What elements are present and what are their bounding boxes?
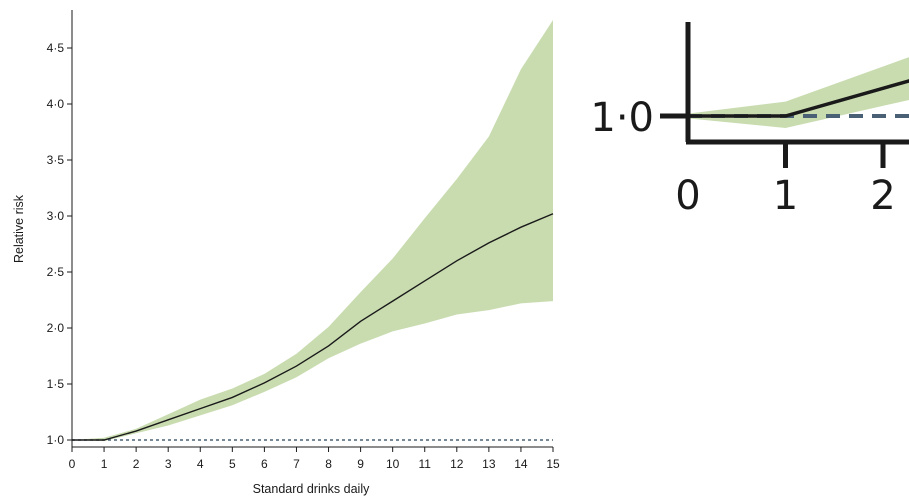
x-tick-label: 15	[546, 457, 560, 471]
inset-x-tick-label: 2	[870, 173, 895, 219]
x-tick-label: 6	[261, 457, 268, 471]
inset-x-tick-label: 0	[675, 173, 700, 219]
x-tick-label: 1	[101, 457, 108, 471]
x-ticks: 0 1 2 3 4 5 6 7 8 9 10 11 12 13 14 15	[69, 447, 560, 471]
x-tick-label: 7	[293, 457, 300, 471]
x-tick-label: 0	[69, 457, 76, 471]
x-tick-label: 11	[418, 457, 431, 471]
x-tick-label: 3	[165, 457, 172, 471]
y-tick-label: 4·5	[47, 41, 65, 55]
y-tick-label: 1·5	[47, 377, 65, 391]
confidence-band	[72, 20, 553, 442]
main-chart: 0 1 2 3 4 5 6 7 8 9 10 11 12 13 14 15 1·01·52·02·53·03·…	[12, 10, 560, 496]
inset-y-tick-label: 1·0	[590, 95, 654, 141]
y-axis-title: Relative risk	[12, 194, 26, 263]
inset-chart: 1·0 0 1 2	[590, 22, 909, 219]
x-tick-label: 9	[357, 457, 364, 471]
x-tick-label: 10	[386, 457, 400, 471]
inset-confidence-band	[688, 57, 909, 128]
y-ticks: 1·0 1·5 2·0 2·5 3·0 3·5 4·0 4·5	[47, 41, 72, 447]
x-tick-label: 12	[450, 457, 464, 471]
y-tick-label: 3·0	[47, 209, 65, 223]
x-axis-title: Standard drinks daily	[253, 482, 370, 496]
x-tick-label: 5	[229, 457, 236, 471]
y-tick-label: 1·0	[47, 433, 65, 447]
inset-relative-risk-line	[688, 79, 909, 118]
y-tick-label: 2·5	[47, 265, 65, 279]
inset-x-tick-label: 1	[773, 173, 798, 219]
y-tick-label: 4·0	[47, 97, 65, 111]
inset-x-ticks: 0 1 2	[675, 142, 896, 219]
x-tick-label: 4	[197, 457, 204, 471]
relative-risk-line	[72, 213, 554, 441]
x-tick-label: 14	[514, 457, 528, 471]
x-tick-label: 2	[133, 457, 140, 471]
y-tick-label: 2·0	[47, 321, 65, 335]
y-tick-label: 3·5	[47, 153, 65, 167]
x-tick-label: 13	[482, 457, 496, 471]
x-tick-label: 8	[325, 457, 332, 471]
